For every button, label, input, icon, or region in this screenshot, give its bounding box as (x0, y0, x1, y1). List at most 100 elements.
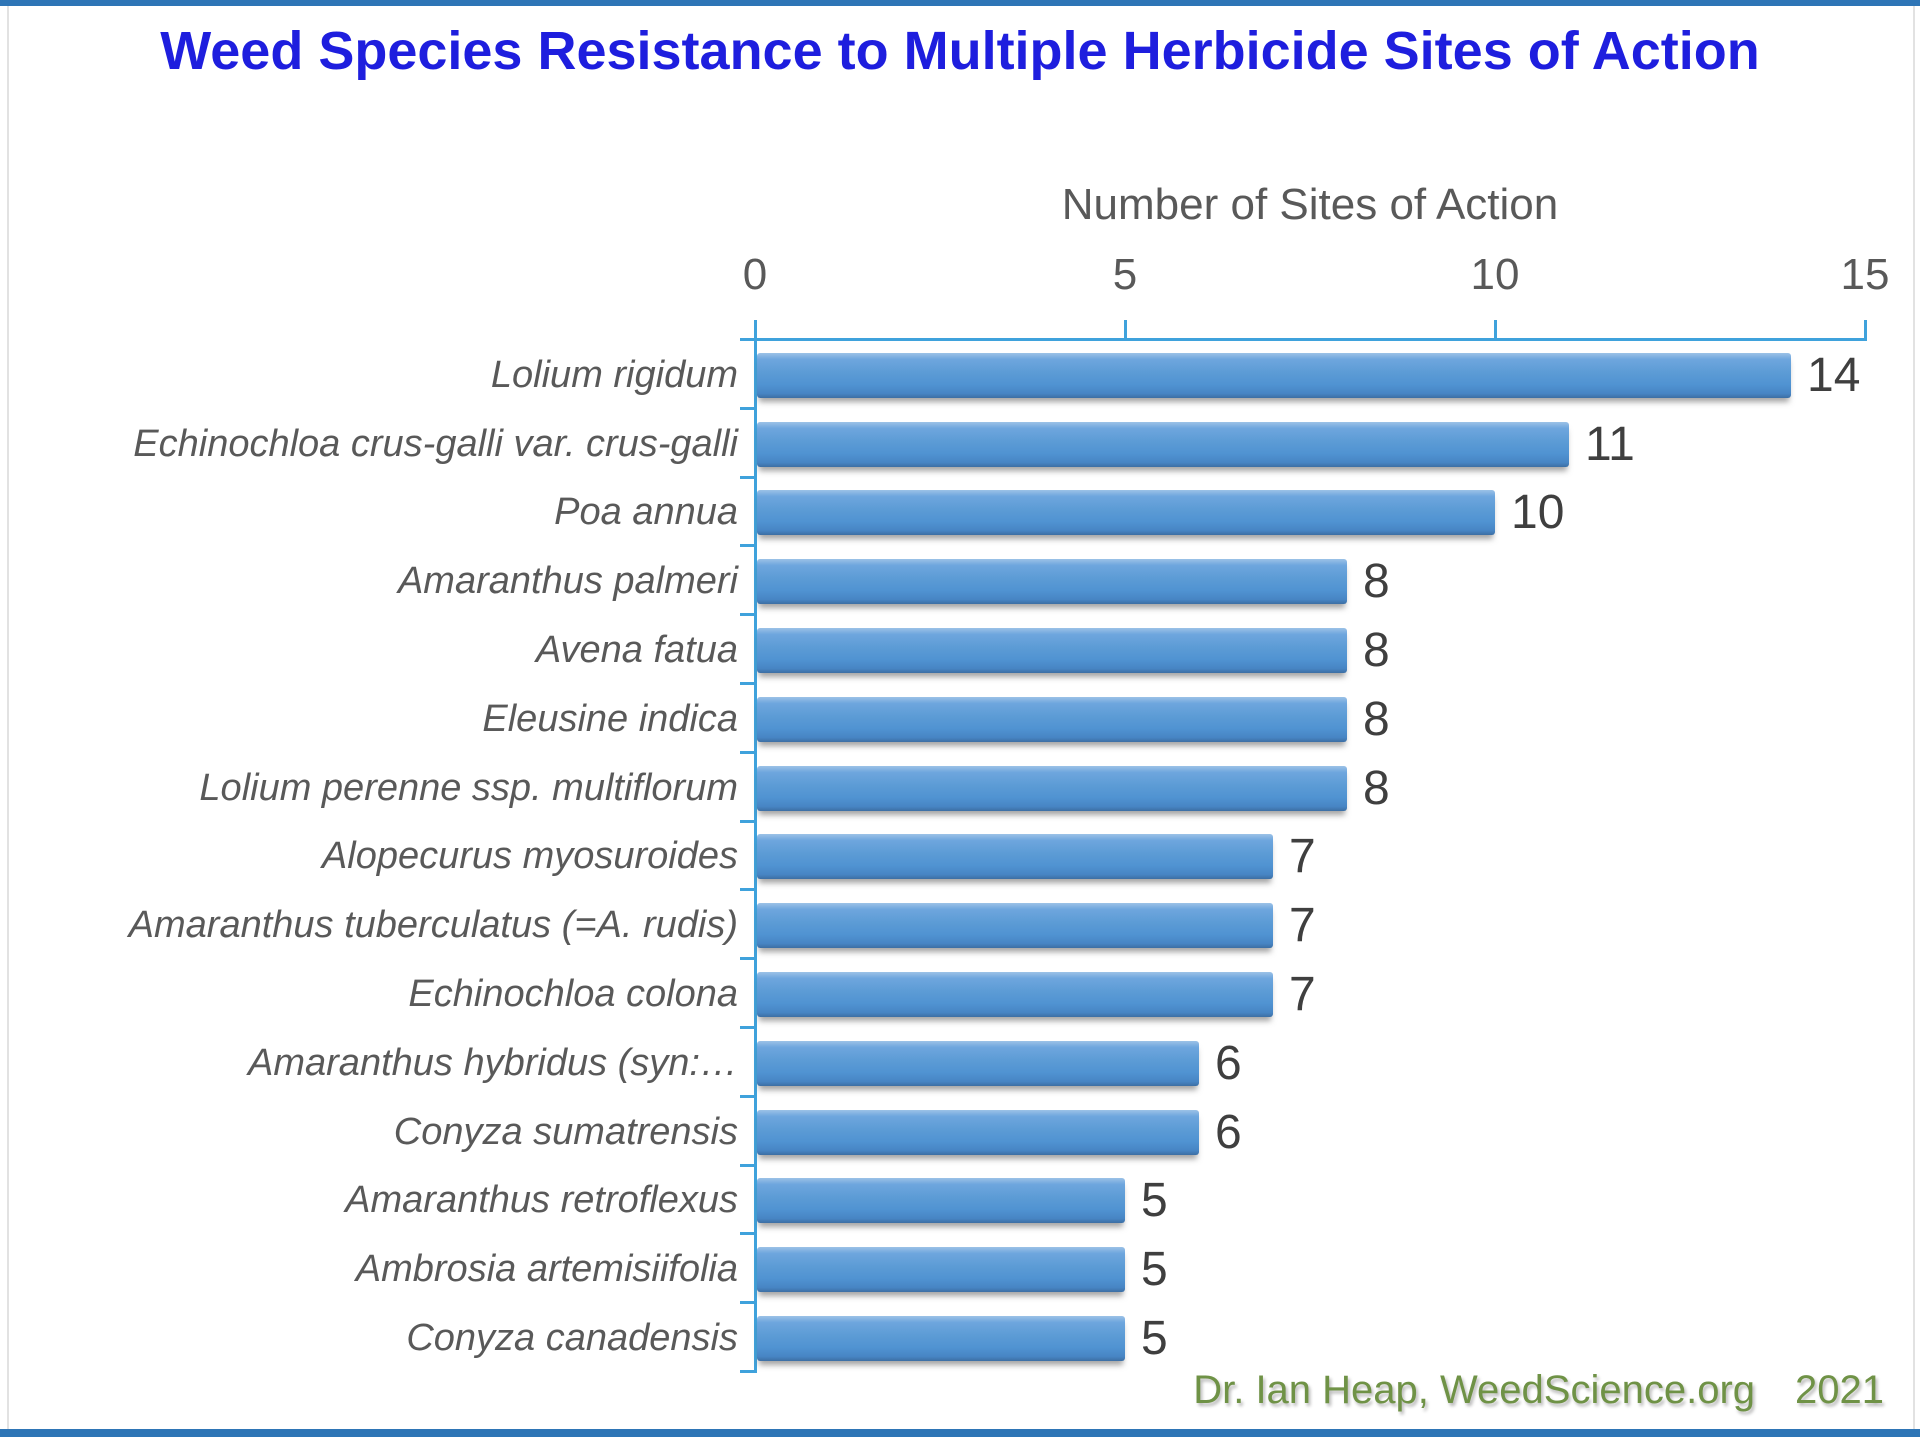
bar (757, 903, 1273, 949)
category-label: Amaranthus palmeri (397, 560, 738, 603)
bar-value-label: 8 (1363, 692, 1390, 746)
bar-value-label: 5 (1141, 1243, 1168, 1297)
bar-area: 8 (757, 754, 1920, 823)
bar-row: Alopecurus myosuroides 7 (0, 823, 1920, 892)
x-tick-label: 0 (742, 250, 768, 299)
bar-row: Conyza sumatrensis 6 (0, 1098, 1920, 1167)
bar (757, 628, 1347, 674)
bar-area: 5 (757, 1304, 1920, 1373)
y-tick-mark (740, 613, 755, 617)
category-label: Poa annua (554, 491, 738, 534)
bar-area: 7 (757, 891, 1920, 960)
x-tick-mark (1864, 320, 1867, 339)
attribution: Dr. Ian Heap, WeedScience.org 2021 (1193, 1368, 1884, 1413)
bar-area: 8 (757, 547, 1920, 616)
bar-area: 6 (757, 1029, 1920, 1098)
y-tick-mark (740, 406, 755, 410)
y-tick-mark (740, 1026, 755, 1029)
y-tick-mark (740, 338, 755, 341)
bar-row: Avena fatua 8 (0, 616, 1920, 685)
bar-area: 5 (757, 1235, 1920, 1304)
y-tick-mark (740, 1232, 755, 1236)
bar-area: 8 (757, 685, 1920, 754)
bar-row: Echinochloa crus-galli var. crus-galli 1… (0, 410, 1920, 479)
category-label: Conyza sumatrensis (393, 1110, 738, 1153)
bar (757, 559, 1347, 605)
bar-area: 7 (757, 960, 1920, 1029)
bar (757, 834, 1273, 880)
bar-row: Ambrosia artemisiifolia 5 (0, 1235, 1920, 1304)
bar-row: Conyza canadensis 5 (0, 1304, 1920, 1373)
bar-row: Echinochloa colona 7 (0, 960, 1920, 1029)
y-tick-mark (740, 750, 755, 754)
y-tick-mark (740, 819, 755, 823)
bar (757, 421, 1569, 467)
y-axis-line (754, 338, 757, 1373)
attribution-year: 2021 (1795, 1368, 1884, 1412)
bottom-border-band (0, 1429, 1920, 1437)
y-tick-mark (740, 888, 755, 892)
bar (757, 1247, 1125, 1293)
bar (757, 1316, 1125, 1362)
y-tick-mark (740, 1301, 755, 1305)
bar (757, 1040, 1199, 1086)
bar-value-label: 8 (1363, 761, 1390, 815)
bar-value-label: 6 (1215, 1105, 1242, 1159)
bar (757, 696, 1347, 742)
attribution-credit: Dr. Ian Heap, WeedScience.org (1193, 1368, 1756, 1412)
x-tick-label: 15 (1840, 250, 1890, 299)
bar-area: 10 (757, 479, 1920, 548)
y-tick-mark (740, 1163, 755, 1167)
bar-value-label: 5 (1141, 1174, 1168, 1228)
category-label: Alopecurus myosuroides (321, 835, 738, 878)
bar (757, 352, 1791, 398)
bar-area: 6 (757, 1098, 1920, 1167)
bar-row: Amaranthus palmeri 8 (0, 547, 1920, 616)
chart-title: Weed Species Resistance to Multiple Herb… (160, 21, 1760, 81)
bar-value-label: 7 (1289, 830, 1316, 884)
x-tick-mark (1124, 320, 1127, 339)
y-tick-mark (740, 544, 755, 548)
bar (757, 490, 1495, 536)
bar-value-label: 6 (1215, 1036, 1242, 1090)
bar-value-label: 10 (1511, 486, 1565, 540)
bar-area: 5 (757, 1167, 1920, 1236)
bar (757, 972, 1273, 1018)
y-tick-mark (740, 1094, 755, 1098)
category-label: Amaranthus hybridus (syn:… (248, 1041, 738, 1084)
bar-value-label: 8 (1363, 555, 1390, 609)
bar-value-label: 8 (1363, 624, 1390, 678)
bar-area: 11 (757, 410, 1920, 479)
bar-area: 7 (757, 823, 1920, 892)
bar-rows: Lolium rigidum 14 Echinochloa crus-galli… (0, 341, 1920, 1373)
left-border-line (7, 6, 9, 1429)
category-label: Avena fatua (535, 629, 738, 672)
x-tick-label: 5 (1112, 250, 1138, 299)
bar (757, 765, 1347, 811)
category-label: Echinochloa crus-galli var. crus-galli (133, 422, 738, 465)
bar-value-label: 11 (1585, 417, 1635, 471)
bar-row: Amaranthus tuberculatus (=A. rudis) 7 (0, 891, 1920, 960)
category-label: Echinochloa colona (408, 973, 738, 1016)
bar-value-label: 5 (1141, 1312, 1168, 1366)
bar-value-label: 7 (1289, 968, 1316, 1022)
bar (757, 1178, 1125, 1224)
top-border-band (0, 0, 1920, 6)
category-label: Lolium perenne ssp. multiflorum (199, 766, 738, 809)
bar-row: Lolium rigidum 14 (0, 341, 1920, 410)
bar-row: Amaranthus retroflexus 5 (0, 1167, 1920, 1236)
category-label: Conyza canadensis (406, 1317, 738, 1360)
category-label: Ambrosia artemisiifolia (355, 1248, 738, 1291)
bar-row: Amaranthus hybridus (syn:… 6 (0, 1029, 1920, 1098)
y-tick-mark (740, 682, 755, 685)
bar-row: Poa annua 10 (0, 479, 1920, 548)
x-tick-mark (754, 320, 757, 339)
x-tick-mark (1494, 320, 1497, 339)
y-tick-mark (740, 957, 755, 961)
category-label: Amaranthus retroflexus (345, 1179, 738, 1222)
y-tick-mark (740, 475, 755, 479)
bar-value-label: 7 (1289, 899, 1316, 953)
bar-row: Lolium perenne ssp. multiflorum 8 (0, 754, 1920, 823)
category-label: Amaranthus tuberculatus (=A. rudis) (128, 904, 738, 947)
